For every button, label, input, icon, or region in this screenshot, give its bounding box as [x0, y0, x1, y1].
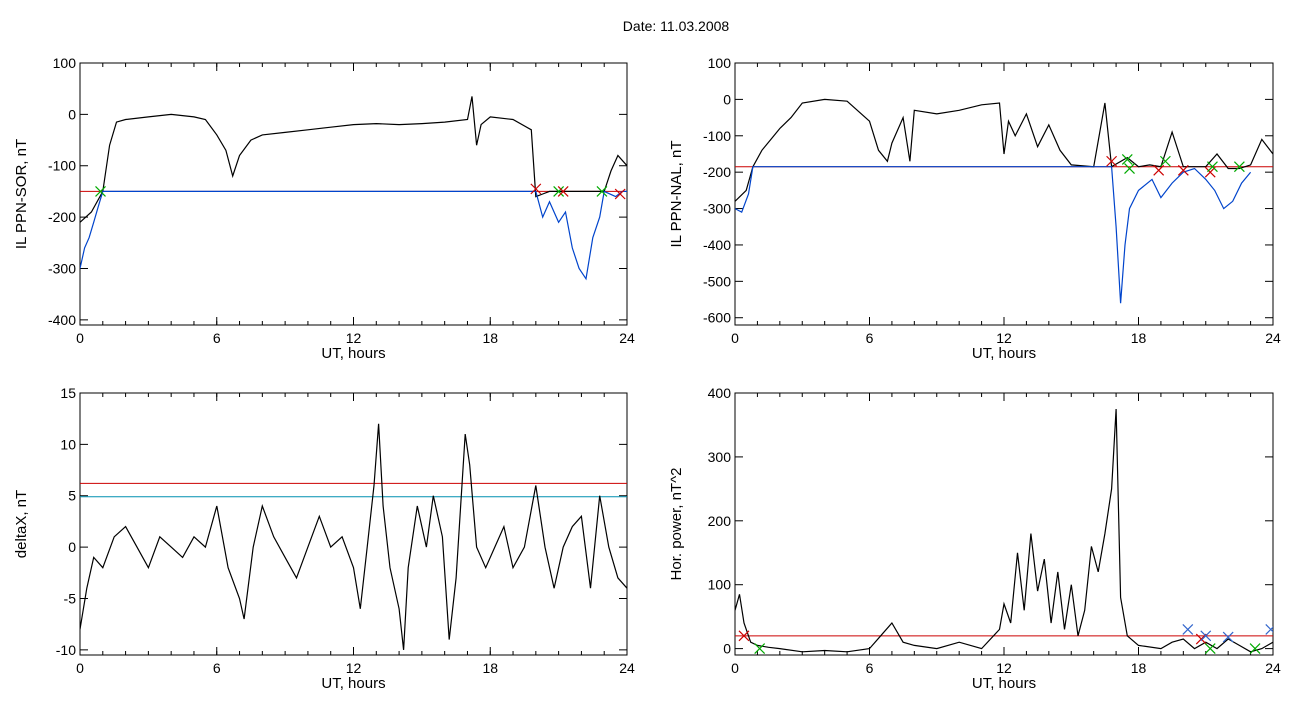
plot-area — [735, 98, 1273, 304]
y-tick-label: -300 — [703, 201, 731, 217]
plot-frame — [79, 392, 628, 656]
plot-area — [735, 408, 1273, 655]
marker-cross — [1207, 161, 1218, 173]
x-axis-label: UT, hours — [972, 675, 1036, 692]
marker-cross — [754, 643, 766, 655]
marker-cross — [1233, 161, 1245, 173]
marker-cross — [1195, 633, 1207, 645]
y-tick-label: 100 — [708, 55, 732, 71]
y-axis-label: Hor. power, nT^2 — [668, 468, 685, 581]
x-tick-label: 12 — [346, 660, 362, 676]
x-tick-label: 24 — [619, 660, 635, 676]
y-tick-label: 0 — [68, 106, 76, 122]
y-tick-label: -100 — [703, 128, 731, 144]
marker-cross — [1182, 624, 1194, 635]
x-tick-label: 24 — [1265, 330, 1281, 346]
plot-frame — [734, 392, 1274, 656]
x-tick-label: 18 — [1131, 660, 1147, 676]
series-line — [80, 423, 627, 650]
series-line — [80, 190, 627, 281]
marker-cross — [1177, 164, 1189, 176]
y-tick-label: 15 — [60, 385, 76, 401]
chart-ppn-sor: 0 6 12 18 24 -400 -300 -200 -100 0 100 UT, hours IL … — [13, 55, 635, 362]
marker-cross — [614, 188, 626, 200]
marker-cross — [1121, 154, 1133, 165]
x-tick-label: 18 — [482, 660, 498, 676]
y-tick-label: -100 — [48, 158, 76, 174]
marker-cross — [1204, 643, 1216, 655]
marker-cross — [1249, 643, 1261, 655]
y-tick-label: -200 — [703, 164, 731, 180]
y-tick-label: -5 — [64, 590, 77, 606]
plot-frame — [79, 62, 628, 326]
chart-hor-power: 0 6 12 18 24 0 100 200 300 400 UT, hours Hor. power… — [668, 385, 1281, 692]
y-tick-label: -400 — [703, 237, 731, 253]
plot-area — [80, 96, 627, 281]
marker-cross — [1265, 624, 1273, 635]
y-tick-label: 0 — [723, 641, 731, 657]
y-axis-label: deltaX, nT — [13, 490, 30, 558]
x-tick-label: 18 — [482, 330, 498, 346]
marker-cross — [1222, 631, 1234, 643]
y-tick-label: 0 — [723, 91, 731, 107]
x-tick-label: 6 — [213, 660, 221, 676]
y-axis-label: IL PPN-NAL, nT — [668, 141, 685, 248]
x-tick-label: 6 — [213, 330, 221, 346]
x-axis-label: UT, hours — [321, 345, 385, 362]
y-tick-label: 300 — [708, 449, 732, 465]
chart-deltax: 0 6 12 18 24 -10 -5 0 5 10 15 UT, hours deltaX, nT — [13, 385, 635, 692]
y-tick-label: 400 — [708, 385, 732, 401]
x-tick-label: 12 — [346, 330, 362, 346]
y-tick-label: 10 — [60, 436, 76, 452]
y-tick-label: -400 — [48, 312, 76, 328]
chart-ppn-nal: 0 6 12 18 24 -600 -500 -400 -300 -200 -100 0 100 UT, … — [668, 55, 1281, 362]
x-tick-label: 0 — [731, 660, 739, 676]
figure-title: Date: 11.03.2008 — [622, 18, 730, 34]
x-tick-label: 0 — [731, 330, 739, 346]
x-tick-label: 24 — [619, 330, 635, 346]
plot-frame — [734, 62, 1274, 326]
series-line — [735, 166, 1252, 304]
plot-area — [80, 423, 627, 650]
y-axis-label: IL PPN-SOR, nT — [13, 139, 30, 249]
x-tick-label: 12 — [996, 330, 1012, 346]
y-tick-label: -500 — [703, 273, 731, 289]
y-tick-label: -10 — [56, 642, 76, 658]
x-tick-label: 6 — [866, 660, 874, 676]
marker-cross — [95, 186, 106, 197]
y-tick-label: 0 — [68, 539, 76, 555]
y-tick-label: -200 — [48, 209, 76, 225]
marker-cross — [1153, 164, 1165, 176]
y-tick-label: 200 — [708, 513, 732, 529]
marker-cross — [1124, 163, 1135, 174]
series-line — [735, 408, 1273, 653]
y-tick-label: 100 — [708, 577, 732, 593]
x-tick-label: 12 — [996, 660, 1012, 676]
marker-cross — [738, 630, 750, 642]
y-tick-label: -300 — [48, 260, 76, 276]
x-tick-label: 24 — [1265, 660, 1281, 676]
x-tick-label: 6 — [866, 330, 874, 346]
marker-cross — [1106, 155, 1118, 167]
marker-cross — [1204, 166, 1216, 178]
marker-cross — [1200, 630, 1212, 642]
marker-cross — [596, 186, 608, 197]
marker-cross — [530, 183, 542, 195]
series-line — [735, 98, 1273, 202]
marker-cross — [1159, 155, 1171, 167]
x-tick-label: 18 — [1131, 330, 1147, 346]
x-axis-label: UT, hours — [972, 345, 1036, 362]
marker-cross — [553, 186, 565, 197]
x-tick-label: 0 — [76, 330, 84, 346]
y-tick-label: -600 — [703, 310, 731, 326]
marker-cross — [557, 186, 569, 197]
x-axis-label: UT, hours — [321, 675, 385, 692]
x-tick-label: 0 — [76, 660, 84, 676]
y-tick-label: 100 — [53, 55, 77, 71]
series-line — [80, 96, 627, 223]
y-tick-label: 5 — [68, 488, 76, 504]
